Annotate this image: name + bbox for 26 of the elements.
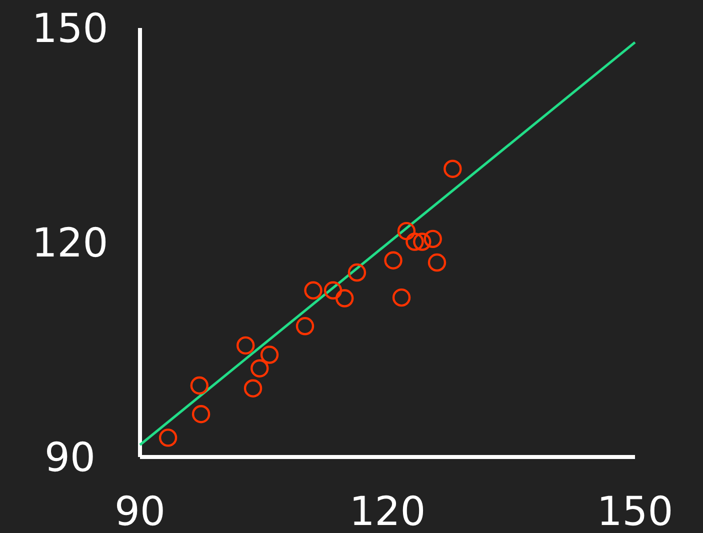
point (392, 288, 411, 307)
y-tick-label: 90 (44, 435, 96, 481)
point (158, 428, 178, 447)
point (244, 379, 262, 398)
point (296, 317, 314, 336)
y-tick-label: 120 (32, 220, 108, 266)
point (384, 251, 402, 270)
point (424, 230, 442, 248)
point (336, 289, 354, 308)
x-tick-label: 90 (114, 489, 166, 533)
point (397, 222, 416, 240)
point (190, 376, 208, 395)
point (406, 232, 424, 251)
point (428, 253, 446, 272)
point (324, 281, 342, 300)
x-tick-label: 150 (596, 489, 674, 533)
point (304, 281, 322, 300)
point (260, 346, 279, 364)
point (348, 263, 366, 282)
point (444, 160, 462, 178)
point (236, 336, 255, 355)
x-tick-label: 120 (349, 489, 426, 533)
point (413, 232, 432, 251)
point (250, 359, 269, 378)
point (192, 405, 210, 424)
y-tick-label: 150 (32, 6, 108, 52)
